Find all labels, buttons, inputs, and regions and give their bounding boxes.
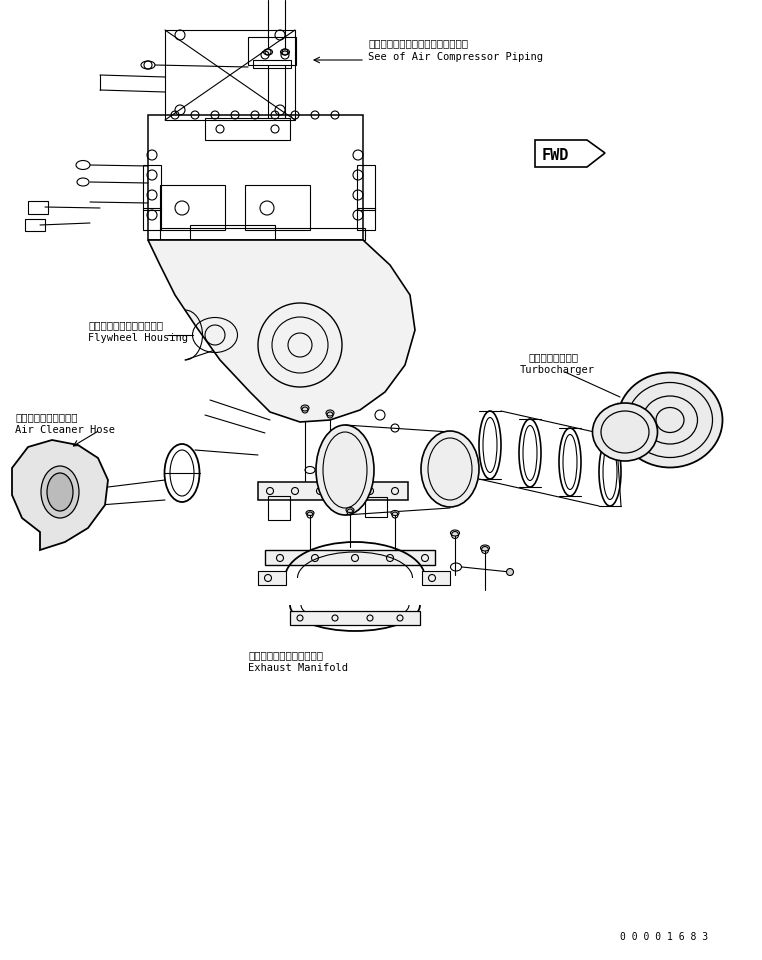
Text: エアークリーナホース: エアークリーナホース [15,412,78,422]
Bar [357,165,375,210]
Text: Flywheel Housing: Flywheel Housing [88,333,188,343]
Polygon shape [148,240,415,422]
Text: エキゾーストマニホールド: エキゾーストマニホールド [248,650,323,660]
Bar [290,611,420,625]
Ellipse shape [316,425,374,515]
Text: Air Cleaner Hose: Air Cleaner Hose [15,425,115,435]
Ellipse shape [507,568,514,575]
Bar [258,482,408,500]
Bar [143,208,161,230]
Bar [28,201,48,214]
Text: FWD: FWD [542,148,569,163]
Bar [268,496,290,520]
Text: エアーコンプレッサパイピング参圖: エアーコンプレッサパイピング参圖 [368,38,468,48]
Ellipse shape [481,545,489,551]
Bar [248,37,296,65]
Text: Exhaust Manifold: Exhaust Manifold [248,663,348,673]
Ellipse shape [346,508,354,513]
Ellipse shape [47,473,73,511]
Ellipse shape [617,372,722,468]
Ellipse shape [280,49,290,55]
Polygon shape [12,440,108,550]
Text: フライホイールハウジング: フライホイールハウジング [88,320,163,330]
Text: See of Air Compressor Piping: See of Air Compressor Piping [368,52,543,62]
Text: ターボチャージャ: ターボチャージャ [528,352,578,362]
Ellipse shape [306,511,314,516]
Ellipse shape [593,403,658,461]
Bar [258,571,286,585]
Bar [265,550,435,565]
Bar [190,225,275,245]
Ellipse shape [41,466,79,518]
Ellipse shape [421,431,479,507]
Text: Turbocharger: Turbocharger [520,365,595,375]
Bar [205,118,290,140]
Bar [245,185,310,230]
Bar [143,165,161,210]
Bar [357,208,375,230]
Bar [253,60,291,68]
Bar [365,497,387,517]
Bar [148,115,363,240]
Bar [25,219,45,231]
Ellipse shape [391,511,399,516]
Ellipse shape [264,49,273,55]
Ellipse shape [301,405,309,411]
Ellipse shape [326,410,334,416]
Text: 0 0 0 0 1 6 8 3: 0 0 0 0 1 6 8 3 [620,932,708,942]
Bar [160,228,365,240]
Bar [422,571,450,585]
Bar [160,185,225,230]
Bar [165,30,295,120]
Ellipse shape [450,530,459,536]
